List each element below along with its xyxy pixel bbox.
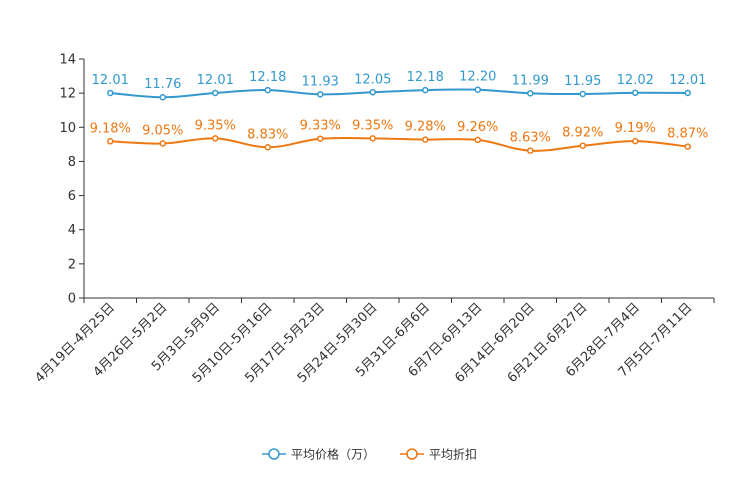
data-point — [684, 143, 691, 150]
data-label: 11.76 — [144, 77, 181, 92]
data-label: 9.05% — [142, 124, 183, 139]
legend-label: 平均价格（万） — [291, 447, 375, 462]
data-label: 12.01 — [197, 73, 234, 88]
data-label: 11.99 — [512, 73, 549, 88]
legend-swatch-marker — [406, 448, 418, 460]
data-point — [159, 93, 166, 101]
y-tick-label: 6 — [68, 189, 76, 204]
y-tick-label: 8 — [68, 155, 76, 170]
y-tick-label: 10 — [59, 121, 76, 136]
data-label: 9.19% — [615, 121, 656, 136]
data-point — [527, 147, 534, 154]
legend: 平均价格（万） 平均折扣 — [262, 447, 477, 462]
legend-swatch-marker — [268, 448, 280, 460]
data-label: 12.01 — [669, 73, 706, 88]
data-point — [474, 86, 481, 93]
data-point — [107, 89, 114, 97]
data-label: 12.01 — [92, 73, 129, 88]
data-point — [317, 91, 324, 98]
data-point — [264, 144, 271, 151]
data-point — [422, 86, 429, 94]
y-tick-label: 14 — [59, 53, 76, 68]
data-label: 12.20 — [459, 70, 496, 85]
y-tick-label: 12 — [59, 87, 76, 102]
data-label: 11.93 — [302, 74, 339, 89]
data-point — [107, 138, 114, 145]
legend-item-1: 平均价格（万） — [262, 447, 375, 462]
data-point — [579, 90, 586, 98]
data-point — [212, 89, 219, 97]
data-label: 12.02 — [617, 73, 654, 88]
y-tick-label: 2 — [68, 257, 76, 272]
data-label: 8.63% — [510, 131, 551, 146]
series-line — [110, 136, 688, 152]
axes: 024681012144月19日-4月25日4月26日-5月2日5月3日-5月9… — [32, 53, 715, 386]
data-point — [369, 89, 376, 96]
data-label: 11.95 — [564, 74, 601, 89]
data-point — [212, 135, 219, 142]
data-point — [317, 135, 324, 142]
data-point — [264, 86, 271, 94]
data-point — [527, 90, 534, 97]
data-point — [159, 140, 166, 147]
data-label: 9.18% — [90, 121, 131, 136]
data-label: 8.83% — [247, 127, 288, 142]
data-label: 9.35% — [352, 118, 393, 133]
legend-item-2: 平均折扣 — [400, 447, 477, 462]
legend-label: 平均折扣 — [429, 447, 477, 462]
data-point — [369, 135, 376, 142]
data-label: 9.26% — [457, 120, 498, 135]
y-tick-label: 0 — [68, 292, 76, 307]
data-label: 12.18 — [407, 70, 444, 85]
data-point — [632, 137, 639, 145]
data-label: 8.87% — [667, 127, 708, 142]
y-tick-label: 4 — [68, 223, 76, 238]
data-label: 12.18 — [249, 70, 286, 85]
series-layer: 12.01 11.76 12.01 12.18 11.93 12.05 12.18 12.20… — [90, 70, 708, 154]
series-2: 9.18% 9.05% 9.35% 8.83% 9.33% 9.35% 9.28% 9.26%… — [90, 118, 708, 154]
data-point — [474, 136, 481, 144]
data-label: 12.05 — [354, 72, 391, 87]
data-label: 9.33% — [300, 119, 341, 134]
data-point — [632, 89, 639, 97]
data-point — [579, 142, 586, 149]
data-label: 9.28% — [405, 120, 446, 135]
data-label: 9.35% — [195, 118, 236, 133]
series-line — [110, 88, 688, 99]
data-point — [422, 136, 429, 143]
data-point — [684, 89, 691, 97]
data-label: 8.92% — [562, 126, 603, 141]
series-1: 12.01 11.76 12.01 12.18 11.93 12.05 12.18 12.20… — [92, 70, 706, 101]
